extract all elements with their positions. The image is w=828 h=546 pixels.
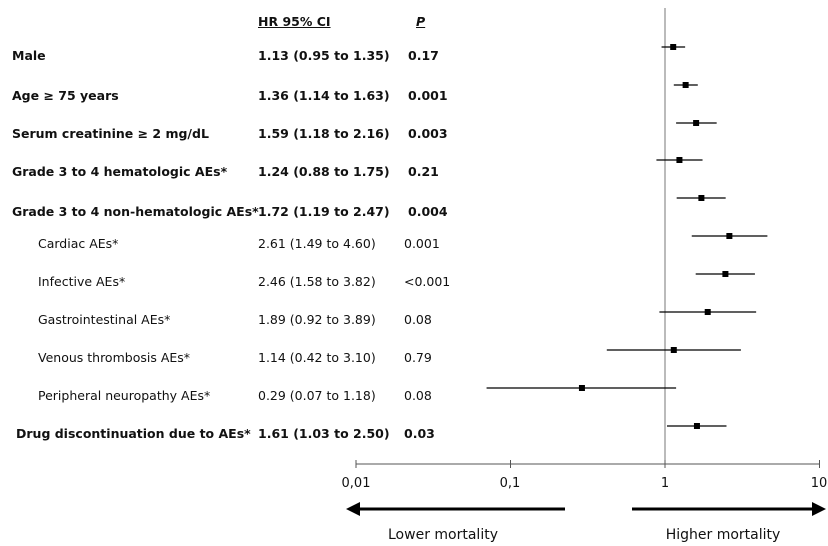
p-value-header: P [416, 14, 426, 29]
row-hr-ci: 1.72 (1.19 to 2.47) [258, 204, 390, 219]
row-hr-ci: 1.13 (0.95 to 1.35) [258, 48, 390, 63]
row-p-value: 0.03 [404, 426, 435, 441]
row-p-value: 0.79 [404, 350, 432, 365]
row-hr-ci: 1.61 (1.03 to 2.50) [258, 426, 390, 441]
tick-label-0-01: 0,01 [341, 476, 371, 491]
row-hr-ci: 1.36 (1.14 to 1.63) [258, 88, 390, 103]
hr-point [578, 385, 585, 391]
row-hr-ci: 2.46 (1.58 to 3.82) [258, 274, 376, 289]
row-p-value: 0.21 [408, 164, 439, 179]
higher-mortality-arrowhead [812, 502, 826, 516]
hr-point [670, 44, 677, 50]
row-label: Cardiac AEs* [38, 236, 119, 251]
lower-mortality-arrowhead [346, 502, 360, 516]
row-label: Grade 3 to 4 non-hematologic AEs* [12, 204, 259, 219]
hr-point [693, 423, 700, 429]
hr-point [722, 271, 729, 277]
row-p-value: 0.004 [408, 204, 448, 219]
hr-point [682, 82, 689, 88]
tick-label-10: 10 [810, 476, 828, 491]
row-label: Serum creatinine ≥ 2 mg/dL [12, 126, 209, 141]
hr-point [726, 233, 733, 239]
row-p-value: 0.08 [404, 312, 432, 327]
row-label: Drug discontinuation due to AEs* [16, 426, 251, 441]
row-label: Grade 3 to 4 hematologic AEs* [12, 164, 228, 179]
higher-mortality-label: Higher mortality [665, 527, 781, 543]
row-label: Venous thrombosis AEs* [38, 350, 191, 365]
hr-ci-header: HR 95% CI [258, 14, 331, 29]
row-label: Peripheral neuropathy AEs* [38, 388, 211, 403]
row-hr-ci: 0.29 (0.07 to 1.18) [258, 388, 376, 403]
row-p-value: 0.003 [408, 126, 448, 141]
hr-point [676, 157, 683, 163]
lower-mortality-label: Lower mortality [388, 527, 498, 543]
hr-point [670, 347, 677, 353]
row-label: Male [12, 48, 46, 63]
row-hr-ci: 1.14 (0.42 to 3.10) [258, 350, 376, 365]
row-hr-ci: 1.24 (0.88 to 1.75) [258, 164, 390, 179]
row-hr-ci: 1.89 (0.92 to 3.89) [258, 312, 376, 327]
row-label: Infective AEs* [38, 274, 126, 289]
row-hr-ci: 2.61 (1.49 to 4.60) [258, 236, 376, 251]
tick-label-0-1: 0,1 [499, 476, 521, 491]
row-p-value: 0.08 [404, 388, 432, 403]
row-label: Gastrointestinal AEs* [38, 312, 171, 327]
tick-label-1: 1 [660, 476, 670, 491]
row-p-value: 0.17 [408, 48, 439, 63]
hr-point [693, 120, 700, 126]
hr-point [698, 195, 705, 201]
row-p-value: <0.001 [404, 274, 451, 289]
row-label: Age ≥ 75 years [12, 88, 119, 103]
row-p-value: 0.001 [404, 236, 440, 251]
hr-point [704, 309, 711, 315]
row-hr-ci: 1.59 (1.18 to 2.16) [258, 126, 390, 141]
row-p-value: 0.001 [408, 88, 448, 103]
